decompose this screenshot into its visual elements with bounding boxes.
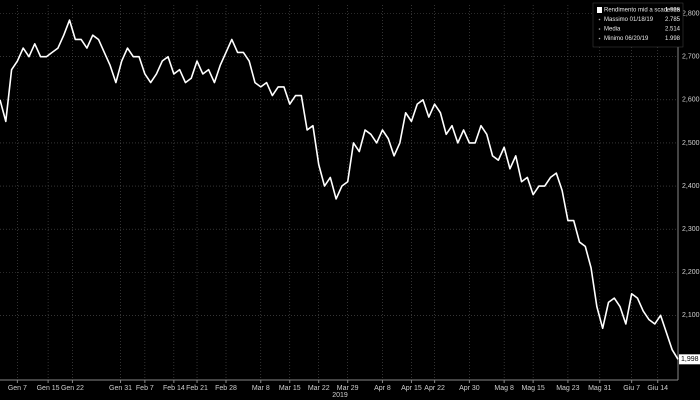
y-tick-label: 2,600 bbox=[682, 97, 700, 104]
legend-label: Massimo 01/18/19 bbox=[604, 17, 654, 23]
x-axis-label: 2019 bbox=[332, 392, 348, 399]
x-tick-label: Gen 22 bbox=[61, 385, 84, 392]
legend-swatch bbox=[597, 7, 602, 13]
y-tick-label: 2,800 bbox=[682, 10, 700, 17]
legend-value: 1.998 bbox=[665, 8, 681, 14]
legend-value: 2.514 bbox=[665, 27, 681, 33]
legend-value: 1.998 bbox=[665, 36, 681, 42]
x-tick-label: Mag 8 bbox=[494, 385, 514, 392]
x-tick-label: Apr 8 bbox=[374, 385, 391, 392]
y-tick-label: 2,400 bbox=[682, 183, 700, 190]
last-value-label: 1,998 bbox=[681, 356, 699, 363]
x-tick-label: Apr 15 bbox=[401, 385, 422, 392]
x-tick-label: Feb 21 bbox=[186, 385, 208, 392]
legend-bullet bbox=[598, 37, 601, 40]
x-tick-label: Mar 29 bbox=[337, 385, 359, 392]
x-tick-label: Apr 22 bbox=[424, 385, 445, 392]
x-tick-label: Gen 7 bbox=[8, 385, 27, 392]
legend-value: 2.785 bbox=[665, 17, 681, 23]
x-tick-label: Mag 15 bbox=[521, 385, 544, 392]
y-tick-label: 2,200 bbox=[682, 269, 700, 276]
x-tick-label: Apr 30 bbox=[459, 385, 480, 392]
x-tick-label: Gen 31 bbox=[109, 385, 132, 392]
x-tick-label: Mar 8 bbox=[252, 385, 270, 392]
x-tick-label: Giu 14 bbox=[647, 385, 668, 392]
y-tick-label: 2,700 bbox=[682, 54, 700, 61]
legend-label: Rendimento mid a scadenza bbox=[604, 8, 681, 14]
line bbox=[0, 19, 679, 360]
x-tick-label: Mar 15 bbox=[279, 385, 301, 392]
legend-bullet bbox=[598, 18, 601, 21]
x-tick-label: Mag 23 bbox=[556, 385, 579, 392]
legend-label: Media bbox=[604, 27, 621, 33]
x-tick-label: Gen 15 bbox=[37, 385, 60, 392]
x-tick-label: Feb 28 bbox=[215, 385, 237, 392]
x-tick-label: Feb 7 bbox=[136, 385, 154, 392]
x-tick-label: Mar 22 bbox=[308, 385, 330, 392]
legend-label: Minimo 06/20/19 bbox=[604, 36, 649, 42]
legend-box bbox=[592, 2, 684, 48]
x-tick-label: Mag 31 bbox=[588, 385, 611, 392]
legend-bullet bbox=[598, 28, 601, 30]
x-tick-label: Giu 7 bbox=[623, 385, 640, 392]
y-tick-label: 2,100 bbox=[682, 312, 700, 319]
x-tick-label: Feb 14 bbox=[163, 385, 185, 392]
y-tick-label: 2,300 bbox=[682, 226, 700, 233]
last-value-box bbox=[679, 354, 700, 365]
y-tick-label: 2,500 bbox=[682, 140, 700, 147]
